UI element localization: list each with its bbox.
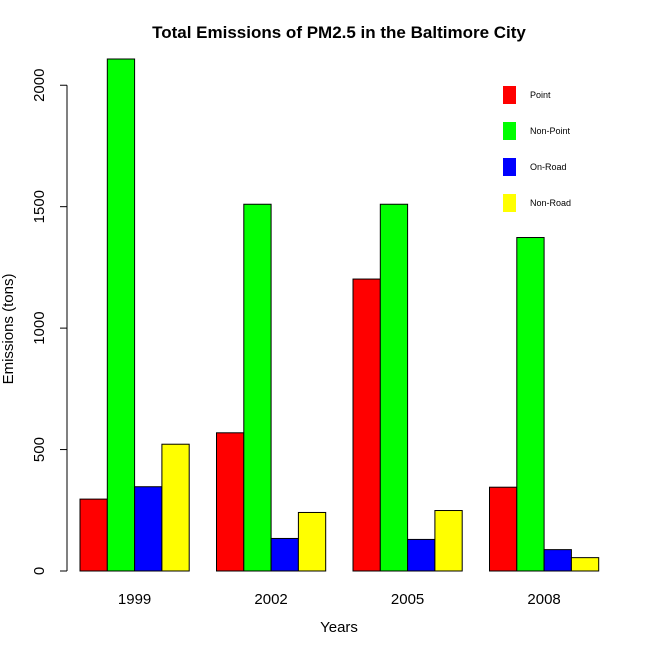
bar-non-road-2008 xyxy=(570,557,600,572)
bar-point-1999 xyxy=(79,498,108,572)
legend-label: On-Road xyxy=(530,162,567,172)
legend-label: Point xyxy=(530,90,551,100)
legend-swatch xyxy=(503,86,516,104)
legend-label: Non-Road xyxy=(530,198,571,208)
bar-non-point-1999 xyxy=(106,58,136,572)
bar-non-point-2005 xyxy=(379,203,409,572)
legend-swatch xyxy=(503,158,516,176)
bar-non-road-2002 xyxy=(297,511,327,572)
x-tick-label: 1999 xyxy=(118,591,151,608)
bar-on-road-2005 xyxy=(407,538,436,572)
y-tick-label: 500 xyxy=(31,437,48,462)
y-tick-label: 1500 xyxy=(31,190,48,223)
x-axis-label: Years xyxy=(320,619,358,636)
bar-non-point-2008 xyxy=(516,237,545,572)
bar-point-2008 xyxy=(489,486,518,572)
y-axis: 0 500 1000 1500 2000 xyxy=(31,69,68,575)
x-tick-label: 2005 xyxy=(391,591,424,608)
bar-non-road-1999 xyxy=(161,443,190,572)
y-tick-label: 2000 xyxy=(31,69,48,102)
bar-non-point-2002 xyxy=(243,203,272,572)
x-tick-label: 2008 xyxy=(527,591,560,608)
x-tick-label: 2002 xyxy=(254,591,287,608)
x-tick-labels: 1999 2002 2005 2008 xyxy=(118,591,561,608)
y-axis-label: Emissions (tons) xyxy=(0,274,17,385)
bar-on-road-2002 xyxy=(270,537,299,572)
y-tick-label: 1000 xyxy=(31,311,48,344)
bars xyxy=(79,58,600,572)
bar-on-road-1999 xyxy=(134,486,163,572)
y-tick-label: 0 xyxy=(31,567,48,575)
legend-swatch xyxy=(503,194,516,212)
legend-swatch xyxy=(503,122,516,140)
chart-title: Total Emissions of PM2.5 in the Baltimor… xyxy=(152,23,526,42)
legend-label: Non-Point xyxy=(530,126,571,136)
bar-on-road-2008 xyxy=(543,549,572,572)
bar-non-road-2005 xyxy=(434,510,463,572)
bar-point-2002 xyxy=(216,432,245,572)
bar-point-2005 xyxy=(352,278,381,572)
legend: Point Non-Point On-Road Non-Road xyxy=(503,86,571,212)
